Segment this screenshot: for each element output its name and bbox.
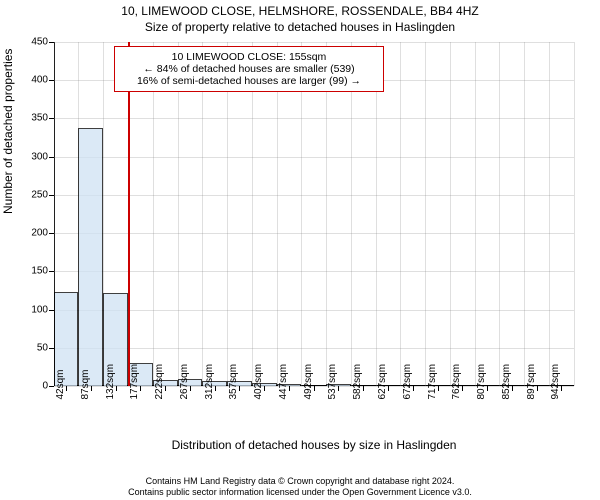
x-tick-mark (487, 386, 488, 391)
x-tick-mark (264, 386, 265, 391)
grid-line-horizontal (54, 271, 574, 272)
y-tick-label: 150 (20, 266, 48, 277)
y-tick-label: 0 (20, 381, 48, 392)
y-tick-label: 50 (20, 342, 48, 353)
footer-line: Contains HM Land Registry data © Crown c… (0, 476, 600, 486)
x-tick-mark (239, 386, 240, 391)
grid-line-vertical (277, 42, 278, 386)
x-tick-mark (388, 386, 389, 391)
grid-line-horizontal (54, 157, 574, 158)
y-tick-label: 100 (20, 304, 48, 315)
chart-title-line2: Size of property relative to detached ho… (0, 20, 600, 34)
x-tick-mark (140, 386, 141, 391)
grid-line-vertical (202, 42, 203, 386)
grid-line-vertical (351, 42, 352, 386)
grid-line-vertical (252, 42, 253, 386)
grid-line-vertical (499, 42, 500, 386)
grid-line-vertical (376, 42, 377, 386)
x-axis-label: Distribution of detached houses by size … (54, 438, 574, 452)
footer-attribution: Contains HM Land Registry data © Crown c… (0, 476, 600, 497)
grid-line-horizontal (54, 195, 574, 196)
y-tick-label: 450 (20, 37, 48, 48)
x-tick-mark (561, 386, 562, 391)
y-tick-label: 400 (20, 75, 48, 86)
annotation-box: 10 LIMEWOOD CLOSE: 155sqm← 84% of detach… (114, 46, 384, 92)
grid-line-horizontal (54, 348, 574, 349)
grid-line-vertical (574, 42, 575, 386)
grid-line-horizontal (54, 118, 574, 119)
grid-line-vertical (178, 42, 179, 386)
x-tick-mark (363, 386, 364, 391)
x-tick-mark (66, 386, 67, 391)
x-tick-mark (338, 386, 339, 391)
grid-line-vertical (475, 42, 476, 386)
grid-line-vertical (400, 42, 401, 386)
y-tick-label: 350 (20, 113, 48, 124)
annotation-line: 16% of semi-detached houses are larger (… (119, 75, 379, 87)
histogram-bar (78, 128, 103, 386)
footer-line: Contains public sector information licen… (0, 487, 600, 497)
y-tick-label: 250 (20, 189, 48, 200)
grid-line-vertical (425, 42, 426, 386)
annotation-line: ← 84% of detached houses are smaller (53… (119, 63, 379, 75)
x-tick-mark (190, 386, 191, 391)
grid-line-vertical (326, 42, 327, 386)
x-tick-mark (91, 386, 92, 391)
plot-area: 10 LIMEWOOD CLOSE: 155sqm← 84% of detach… (54, 42, 574, 386)
marker-line (128, 42, 130, 386)
grid-line-vertical (549, 42, 550, 386)
grid-line-horizontal (54, 233, 574, 234)
y-tick-label: 200 (20, 228, 48, 239)
y-tick-mark (49, 386, 54, 387)
grid-line-vertical (450, 42, 451, 386)
grid-line-vertical (524, 42, 525, 386)
annotation-line: 10 LIMEWOOD CLOSE: 155sqm (119, 51, 379, 63)
grid-line-horizontal (54, 42, 574, 43)
grid-line-vertical (227, 42, 228, 386)
grid-line-horizontal (54, 310, 574, 311)
chart-title-line1: 10, LIMEWOOD CLOSE, HELMSHORE, ROSSENDAL… (0, 4, 600, 18)
chart-container: { "title_line1": "10, LIMEWOOD CLOSE, HE… (0, 0, 600, 500)
x-tick-mark (289, 386, 290, 391)
grid-line-vertical (301, 42, 302, 386)
x-tick-mark (165, 386, 166, 391)
y-tick-label: 300 (20, 151, 48, 162)
grid-line-vertical (153, 42, 154, 386)
x-tick-mark (462, 386, 463, 391)
